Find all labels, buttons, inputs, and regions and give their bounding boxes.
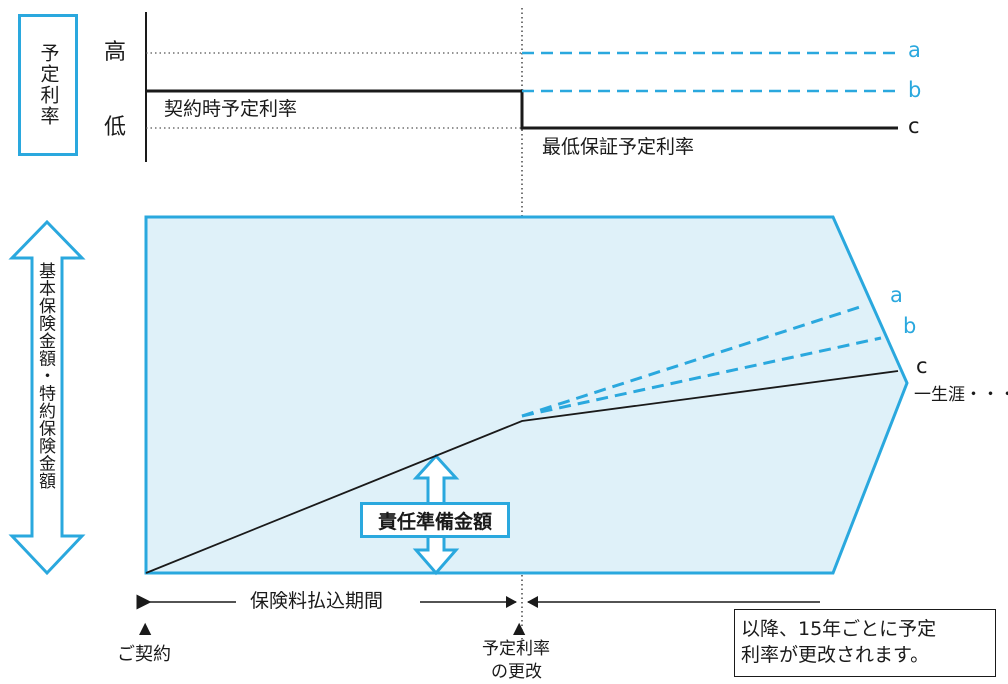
sum-insured-double-arrow xyxy=(8,219,86,576)
min-guaranteed-rate-label: 最低保証予定利率 xyxy=(542,136,695,158)
contract-marker: ▲ xyxy=(139,618,152,637)
rate-axis-label-box: 予定利率 xyxy=(18,14,78,156)
premium-period-arrowhead-right xyxy=(506,596,517,608)
rate-change-label-2: の更改 xyxy=(491,662,542,682)
reserve-line-c xyxy=(145,370,899,574)
high-label: 高 xyxy=(104,40,127,65)
reserve-label-box: 責任準備金額 xyxy=(360,502,510,538)
rate-change-label-1: 予定利率 xyxy=(482,639,550,659)
rate-series-c-label: c xyxy=(908,114,920,138)
reserve-series-a-label: a xyxy=(890,283,903,307)
lifetime-label: 一生涯・・・ xyxy=(914,385,1008,405)
rate-series-a-label: a xyxy=(908,38,921,62)
renewal-note-line2: 利率が更改されます。 xyxy=(741,643,930,666)
rate-series-b-label: b xyxy=(908,78,922,102)
low-label: 低 xyxy=(104,115,127,140)
reserve-line-b xyxy=(521,336,882,418)
reserve-series-b-label: b xyxy=(903,314,917,338)
contract-label: ご契約 xyxy=(117,644,171,665)
rate-line-c xyxy=(146,89,898,130)
reserve-label: 責任準備金額 xyxy=(377,510,492,533)
insured-amount-area xyxy=(144,215,909,575)
renewal-note-box: 以降、15年ごとに予定 利率が更改されます。 xyxy=(734,609,996,677)
reserve-series-c-label: c xyxy=(916,354,928,378)
reserve-line-a xyxy=(521,304,864,418)
premium-period-label: 保険料払込期間 xyxy=(250,590,384,612)
rate-change-marker: ▲ xyxy=(513,618,526,637)
rate-axis-label: 予定利率 xyxy=(37,43,60,127)
sum-insured-axis-label: 基本保険金額・特約保険金額 xyxy=(35,262,55,490)
renewal-note-line1: 以降、15年ごとに予定 xyxy=(741,618,937,640)
contract-rate-label: 契約時予定利率 xyxy=(164,98,298,120)
